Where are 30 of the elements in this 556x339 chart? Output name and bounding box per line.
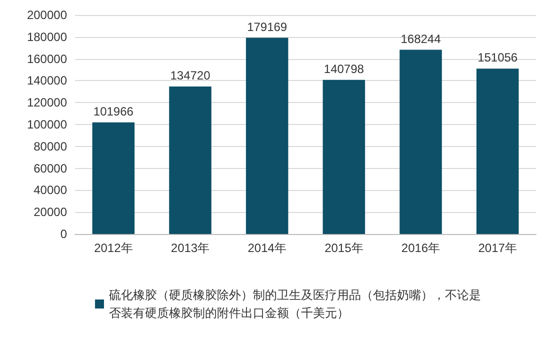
y-tick-label: 40000	[34, 183, 68, 198]
y-tick-label: 120000	[26, 96, 68, 110]
x-tick-label: 2015年	[324, 241, 364, 255]
y-tick-label: 160000	[26, 52, 68, 66]
y-tick-label: 140000	[26, 74, 68, 88]
y-tick-label: 80000	[34, 139, 68, 154]
x-tick-label: 2014年	[248, 241, 286, 255]
data-label: 151056	[478, 50, 518, 65]
bar	[169, 86, 212, 234]
data-label: 134720	[170, 68, 211, 82]
data-label: 101966	[93, 104, 134, 118]
data-label: 140798	[324, 62, 364, 76]
bar	[400, 50, 442, 234]
y-tick-label: 200000	[26, 8, 68, 22]
y-tick-label: 20000	[34, 205, 68, 220]
x-tick-label: 2012年	[94, 241, 133, 255]
y-tick-label: 100000	[26, 118, 68, 132]
bar	[476, 68, 519, 234]
x-tick-label: 2016年	[401, 241, 440, 255]
bar	[322, 80, 366, 234]
bar	[92, 122, 135, 234]
y-tick-label: 60000	[34, 161, 68, 176]
data-label: 168244	[400, 32, 442, 46]
data-label: 179169	[247, 20, 288, 34]
x-tick-label: 2017年	[478, 241, 517, 255]
bar	[246, 38, 288, 234]
y-tick-label: 180000	[26, 30, 68, 44]
legend-label: 硫化橡胶（硬质橡胶除外）制的卫生及医疗用品（包括奶嘴），不论是否装有硬质橡胶制的附件出口金额（千美元）	[109, 288, 481, 320]
x-tick-label: 2013年	[170, 241, 210, 255]
y-tick-label: 0	[60, 227, 68, 241]
